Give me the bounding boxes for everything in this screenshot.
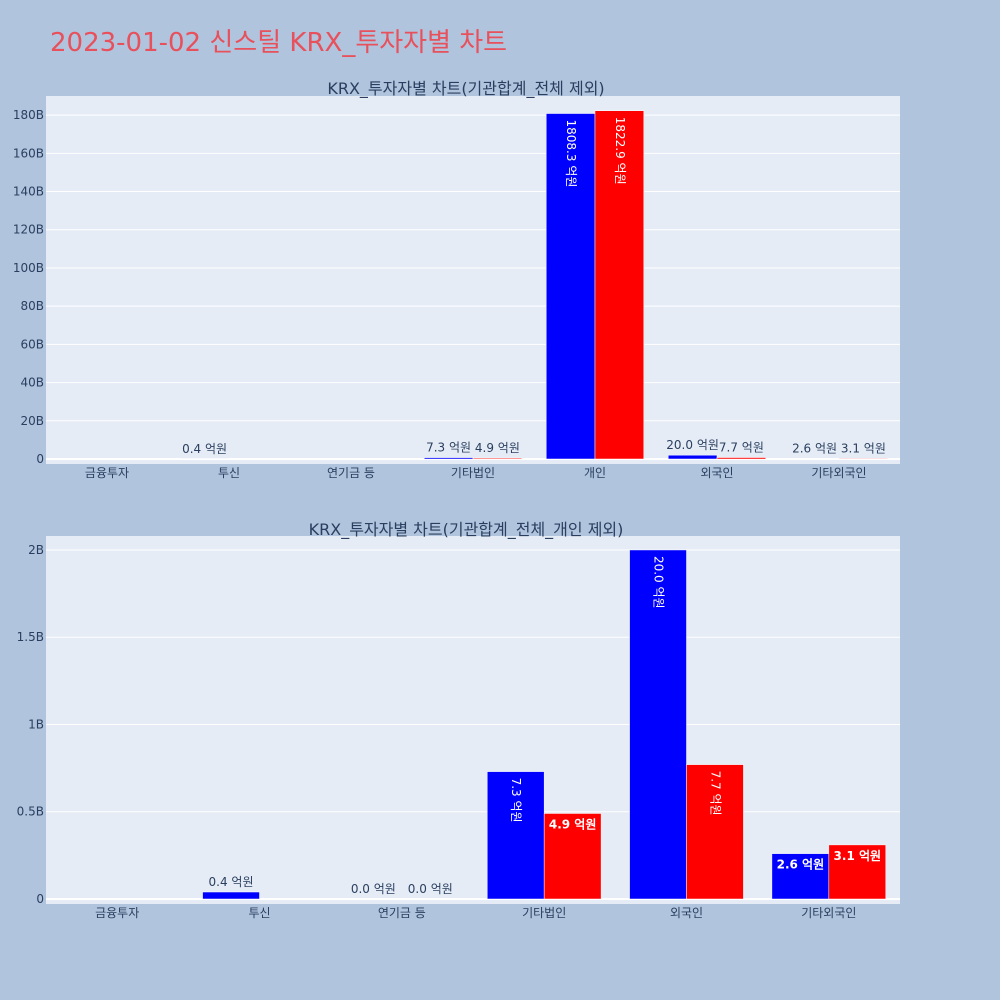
x-tick-label: 투신 <box>218 466 240 480</box>
bar <box>629 549 687 900</box>
y-tick-label: 1.5B <box>17 630 44 644</box>
data-label: 0.4 억원 <box>182 442 227 456</box>
bar <box>686 764 744 900</box>
data-label: 4.9 억원 <box>475 441 520 455</box>
y-tick-label: 180B <box>13 108 44 122</box>
data-label: 1808.3 억원 <box>564 120 578 188</box>
data-label: 0.0 억원 <box>351 882 396 896</box>
bar <box>594 110 645 460</box>
data-label: 7.7 억원 <box>708 771 722 816</box>
bar <box>202 891 260 900</box>
data-label: 4.9 억원 <box>549 817 597 831</box>
y-tick-label: 140B <box>13 185 44 199</box>
bar <box>838 458 889 460</box>
x-tick-label: 외국인 <box>700 466 733 480</box>
x-tick-label: 연기금 등 <box>327 466 375 480</box>
data-label: 3.1 억원 <box>834 849 882 863</box>
data-label: 3.1 억원 <box>841 441 886 455</box>
data-label: 2.6 억원 <box>777 858 825 872</box>
bar <box>828 844 887 900</box>
data-label: 7.7 억원 <box>719 441 764 455</box>
x-tick-label: 투신 <box>248 906 270 920</box>
page-title: 2023-01-02 신스틸 KRX_투자자별 차트 <box>50 28 508 58</box>
bar <box>545 113 596 460</box>
y-tick-label: 120B <box>13 223 44 237</box>
data-label: 20.0 억원 <box>652 556 666 609</box>
y-tick-label: 0.5B <box>17 805 44 819</box>
x-tick-label: 기타법인 <box>451 466 495 480</box>
plot-area-2 <box>46 536 900 904</box>
x-tick-label: 개인 <box>584 466 606 480</box>
y-tick-label: 160B <box>13 146 44 160</box>
bar <box>543 813 602 900</box>
bar <box>472 457 523 460</box>
chart-title: KRX_투자자별 차트(기관합계_전체_개인 제외) <box>309 520 624 540</box>
data-label: 1822.9 억원 <box>613 117 627 185</box>
x-tick-label: 기타외국인 <box>811 466 866 480</box>
x-tick-label: 금융투자 <box>95 906 139 920</box>
x-tick-label: 기타법인 <box>522 906 566 920</box>
bar <box>423 457 474 460</box>
data-label: 2.6 억원 <box>792 442 837 456</box>
data-label: 7.3 억원 <box>509 778 523 823</box>
x-tick-label: 외국인 <box>670 906 703 920</box>
data-label: 0.4 억원 <box>209 875 254 889</box>
y-tick-label: 1B <box>28 717 44 731</box>
y-tick-label: 60B <box>20 337 44 351</box>
plot-area-1 <box>46 96 900 464</box>
y-tick-label: 100B <box>13 261 44 275</box>
data-label: 20.0 억원 <box>666 438 719 452</box>
y-tick-label: 0 <box>36 892 44 906</box>
y-tick-label: 0 <box>36 452 44 466</box>
bar <box>716 457 767 460</box>
y-tick-label: 2B <box>28 543 44 557</box>
bar <box>771 853 830 900</box>
y-tick-label: 20B <box>20 414 44 428</box>
y-tick-label: 80B <box>20 299 44 313</box>
x-tick-label: 기타외국인 <box>801 906 856 920</box>
bar <box>486 771 545 900</box>
chart-title: KRX_투자자별 차트(기관합계_전체 제외) <box>327 79 604 99</box>
x-tick-label: 금융투자 <box>85 466 129 480</box>
y-tick-label: 40B <box>20 376 44 390</box>
x-tick-label: 연기금 등 <box>378 906 426 920</box>
data-label: 0.0 억원 <box>408 882 453 896</box>
bar <box>667 454 718 460</box>
data-label: 7.3 억원 <box>426 441 471 455</box>
